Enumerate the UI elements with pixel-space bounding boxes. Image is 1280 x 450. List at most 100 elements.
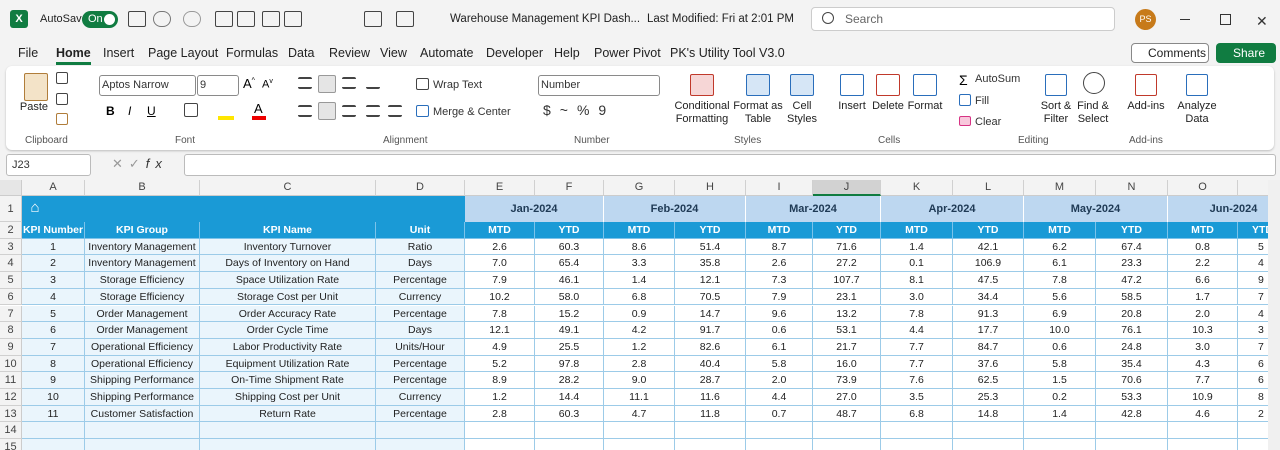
cell: 70.5 [675, 288, 746, 306]
comments-button[interactable] [1131, 43, 1209, 63]
undo-icon[interactable] [153, 11, 171, 27]
number-format-box[interactable] [538, 75, 660, 96]
cell: 10.2 [465, 288, 535, 306]
cell: 34.4 [953, 288, 1024, 306]
borders-icon[interactable] [215, 11, 233, 27]
share-button[interactable] [1216, 43, 1276, 63]
redo-icon[interactable] [183, 11, 201, 27]
menu-tab[interactable]: Developer [486, 46, 543, 60]
calc2-icon[interactable] [396, 11, 414, 27]
wrap-icon[interactable] [416, 78, 429, 90]
align-top[interactable] [298, 77, 312, 89]
cell: 71.6 [813, 238, 881, 256]
format-cells[interactable]: Format [907, 100, 943, 112]
cond-icon[interactable] [690, 74, 714, 96]
clear[interactable]: Clear [975, 116, 1002, 128]
format-as-table[interactable]: Format as Table [733, 100, 783, 125]
close[interactable]: ✕ [1256, 13, 1268, 29]
avatar[interactable]: PS [1135, 9, 1156, 30]
fill-icon [959, 94, 971, 106]
align-right[interactable] [342, 105, 356, 117]
orientation[interactable] [366, 77, 380, 89]
font-size-box[interactable] [197, 75, 239, 96]
cell: 16.0 [813, 355, 881, 373]
delete-cells[interactable]: Delete [872, 100, 904, 112]
cell: 48.7 [813, 405, 881, 423]
cell [200, 439, 376, 450]
menu-tab[interactable]: Help [554, 46, 580, 60]
paste-label: Paste [19, 101, 49, 113]
find-select[interactable]: Find & Select [1077, 100, 1109, 125]
cell: 84.7 [953, 338, 1024, 356]
indent-inc[interactable] [388, 105, 402, 117]
fill-color[interactable] [218, 116, 234, 120]
font-color-a[interactable]: A [254, 101, 263, 116]
fill[interactable]: Fill [975, 95, 990, 107]
font-color[interactable] [252, 116, 266, 120]
cell: 40.4 [675, 355, 746, 373]
cell: 1.4 [1024, 405, 1096, 423]
align-left[interactable] [298, 105, 312, 117]
last-modified[interactable]: Last Modified: Fri at 2:01 PM [647, 13, 795, 25]
grow-font[interactable]: A^ [243, 76, 255, 91]
align-middle[interactable] [318, 75, 336, 93]
calc-icon[interactable] [364, 11, 382, 27]
font-name-box[interactable] [99, 75, 196, 96]
cut-icon[interactable] [56, 72, 68, 84]
cell-styles[interactable]: Cell Styles [787, 100, 817, 125]
menu-tab[interactable]: Data [288, 46, 315, 60]
indent-dec[interactable] [366, 105, 380, 117]
cellstyle-icon[interactable] [790, 74, 814, 96]
save-icon[interactable] [128, 11, 146, 27]
format-painter[interactable] [56, 113, 68, 125]
menu-tab[interactable]: Review [329, 46, 370, 60]
vertical-scrollbar[interactable] [1268, 180, 1280, 450]
menu-tab[interactable]: Page Layout [148, 46, 219, 60]
menu-tab[interactable]: Formulas [226, 46, 279, 60]
menu-tab[interactable]: Power Pivot [594, 46, 661, 60]
cell: 3.3 [604, 255, 675, 273]
conditional-formatting[interactable]: Conditional Formatting [674, 100, 730, 125]
align-center[interactable] [318, 102, 336, 120]
insert-icon[interactable] [840, 74, 864, 96]
menu-tab[interactable]: Automate [420, 46, 474, 60]
filter-icon[interactable] [262, 11, 280, 27]
analyze-data[interactable]: Analyze Data [1177, 100, 1217, 125]
menu-tab[interactable]: Home [56, 46, 91, 65]
copy-icon[interactable] [56, 93, 68, 105]
table-icon[interactable] [746, 74, 770, 96]
wrap-text[interactable]: Wrap Text [433, 79, 483, 91]
merge-center[interactable]: Merge & Center [433, 106, 511, 118]
merge-icon[interactable] [416, 105, 429, 117]
search-box[interactable] [811, 7, 1115, 31]
number-buttons[interactable]: $~%9 [543, 102, 616, 118]
bold[interactable]: B [106, 104, 115, 118]
cell: 9.6 [746, 305, 813, 323]
italic[interactable]: I [128, 104, 132, 118]
share-icon[interactable] [284, 11, 302, 27]
autosum[interactable]: AutoSum [975, 73, 1021, 85]
menu-tab[interactable]: View [380, 46, 407, 60]
name-box[interactable] [6, 154, 91, 176]
formula-input[interactable] [184, 154, 1276, 176]
menu-tab[interactable]: PK's Utility Tool V3.0 [670, 46, 785, 60]
shrink-font[interactable]: Av [262, 78, 273, 91]
paste-icon[interactable] [24, 73, 48, 101]
cell: 25.3 [953, 389, 1024, 406]
image-icon[interactable] [237, 11, 255, 27]
format-icon[interactable] [913, 74, 937, 96]
underline[interactable]: U [147, 104, 156, 118]
minimize[interactable] [1180, 19, 1190, 20]
addins[interactable]: Add-ins [1127, 100, 1165, 112]
month-header: Jun-2024 [1168, 196, 1268, 222]
restore[interactable] [1220, 14, 1231, 25]
border-button[interactable] [184, 103, 198, 117]
delete-icon[interactable] [876, 74, 900, 96]
menu-tab[interactable]: Insert [103, 46, 135, 60]
sort-filter[interactable]: Sort & Filter [1040, 100, 1072, 125]
cell: 7.6 [881, 372, 953, 389]
column-header: O [1168, 180, 1238, 196]
align-bottom[interactable] [342, 77, 356, 89]
menu-tab[interactable]: File [18, 46, 39, 60]
insert-cells[interactable]: Insert [838, 100, 866, 112]
